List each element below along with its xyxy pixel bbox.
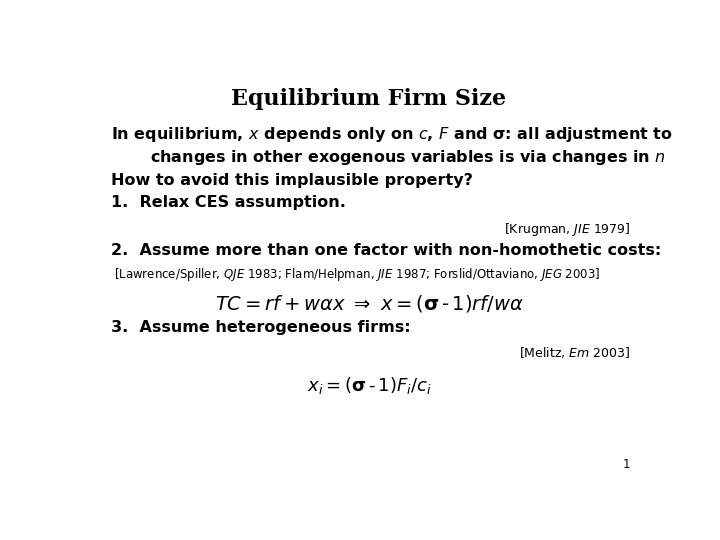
Text: 3.  Assume heterogeneous firms:: 3. Assume heterogeneous firms: <box>111 320 411 335</box>
Text: 1.  Relax CES assumption.: 1. Relax CES assumption. <box>111 194 346 210</box>
Text: [Melitz, $\mathit{Em}$ 2003]: [Melitz, $\mathit{Em}$ 2003] <box>519 346 630 361</box>
Text: 2.  Assume more than one factor with non-homothetic costs:: 2. Assume more than one factor with non-… <box>111 243 662 258</box>
Text: How to avoid this implausible property?: How to avoid this implausible property? <box>111 173 473 188</box>
Text: In equilibrium, $x$ depends only on $c$, $F$ and $\mathbf{\sigma}$: all adjustme: In equilibrium, $x$ depends only on $c$,… <box>111 125 672 144</box>
Text: [Krugman, $\mathit{JIE}$ 1979]: [Krugman, $\mathit{JIE}$ 1979] <box>503 221 630 238</box>
Text: $x_i = (\mathbf{\sigma}\,\text{-}\,1)F_i/c_i$: $x_i = (\mathbf{\sigma}\,\text{-}\,1)F_i… <box>307 375 431 396</box>
Text: Equilibrium Firm Size: Equilibrium Firm Size <box>231 87 507 110</box>
Text: changes in other exogenous variables is via changes in $\mathit{n}$: changes in other exogenous variables is … <box>150 148 666 167</box>
Text: $TC = rf + w\alpha x\ \Rightarrow\ x = (\mathbf{\sigma}\,\text{-}\,1)rf/w\alpha$: $TC = rf + w\alpha x\ \Rightarrow\ x = (… <box>215 293 523 314</box>
Text: 1: 1 <box>623 458 630 471</box>
Text: [Lawrence/Spiller, $\mathit{QJE}$ 1983; Flam/Helpman, $\mathit{JIE}$ 1987; Forsl: [Lawrence/Spiller, $\mathit{QJE}$ 1983; … <box>114 266 600 284</box>
